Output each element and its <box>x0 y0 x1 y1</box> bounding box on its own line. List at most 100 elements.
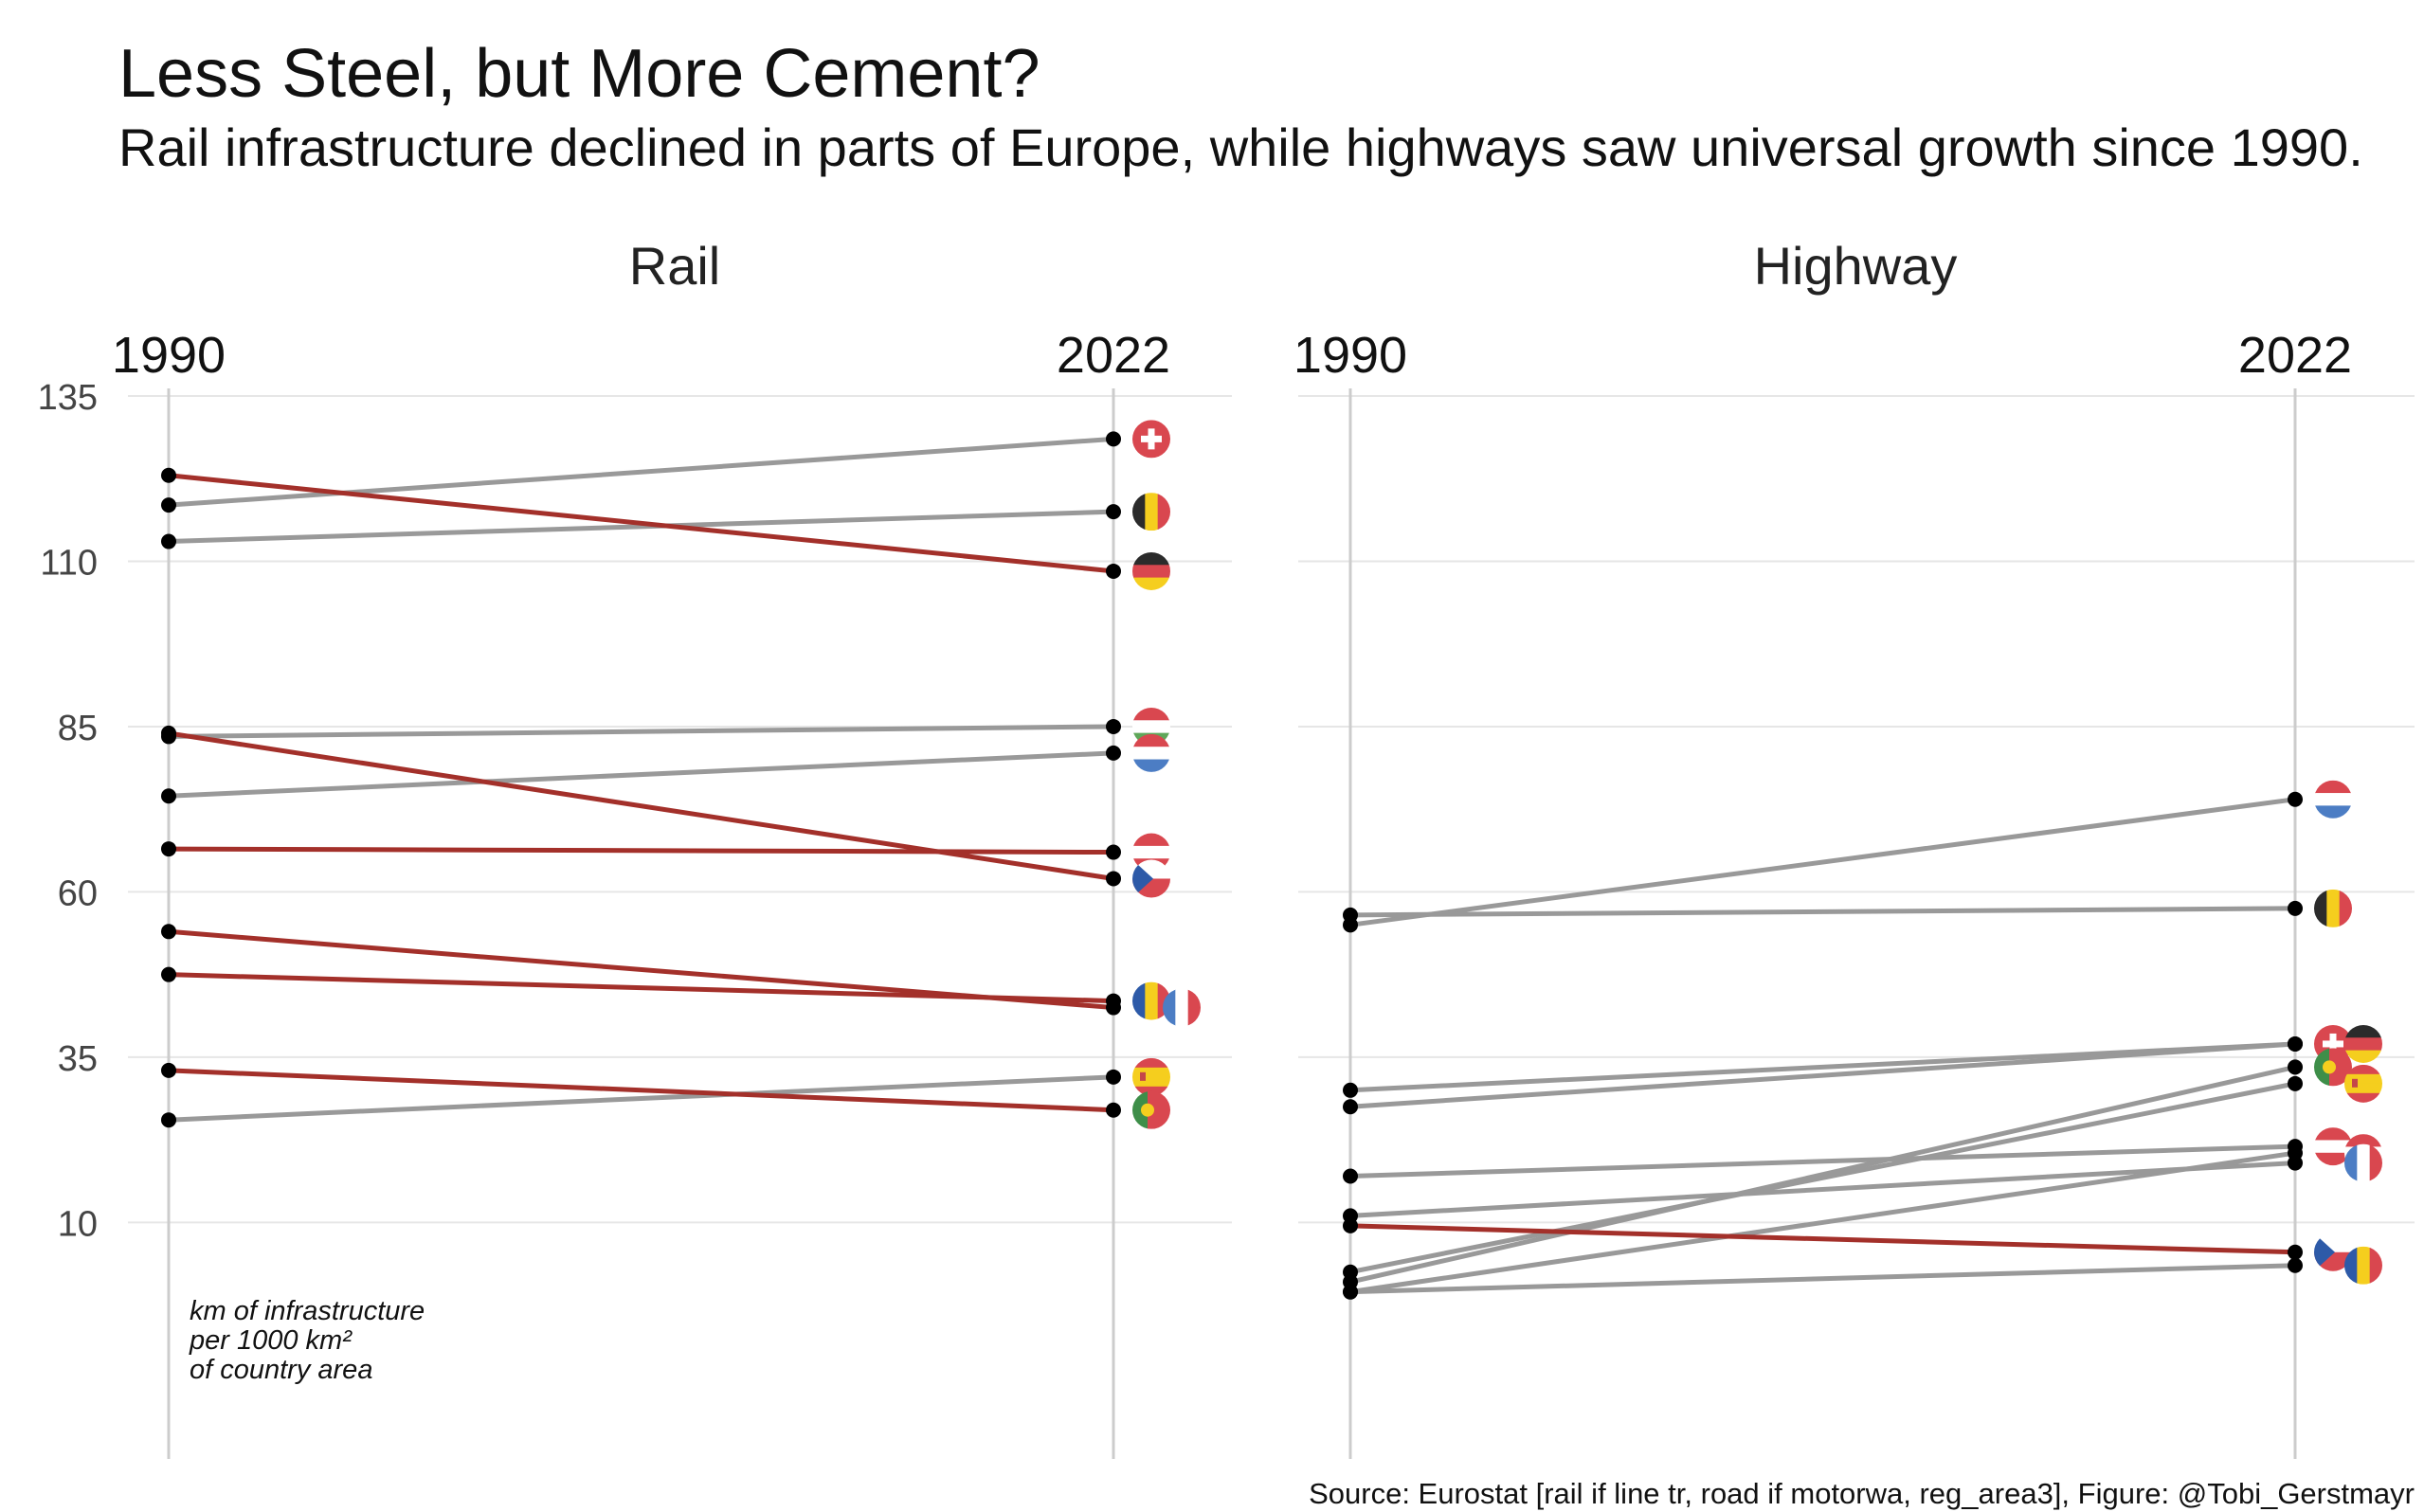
flag-stripe <box>2339 889 2352 927</box>
flag-stripe <box>2357 1143 2371 1182</box>
series-line-netherlands <box>1349 797 2296 927</box>
flag-stripe <box>1132 759 1170 772</box>
flag-stripe <box>2314 793 2352 806</box>
y-tick-label: 110 <box>40 543 98 583</box>
flag-stripe <box>1132 1057 1170 1069</box>
flag-stripe <box>2344 1064 2382 1075</box>
series-line-germany <box>168 473 1114 574</box>
series-line-portugal <box>1349 1064 2296 1285</box>
flag-stripe <box>1132 493 1146 531</box>
point-1990-belgium <box>1343 907 1358 923</box>
point-1990-czechia <box>1343 1217 1358 1233</box>
x-tick-label: 2022 <box>2238 327 2352 384</box>
point-2022-germany <box>2288 1035 2303 1052</box>
series-line-portugal <box>168 1068 1114 1113</box>
portugal-flag <box>1132 1090 1170 1129</box>
y-tick-label: 135 <box>38 378 98 418</box>
point-2022-czechia <box>2288 1244 2303 1260</box>
flag-stripe <box>1132 577 1170 590</box>
point-2022-netherlands <box>2288 791 2303 807</box>
france-flag <box>1163 988 1201 1027</box>
point-2022-belgium <box>2288 900 2303 916</box>
germany-flag <box>1132 551 1170 590</box>
flag-stripe <box>1132 1090 1148 1129</box>
spain-flag <box>1132 1057 1170 1096</box>
point-2022-netherlands <box>1106 745 1121 761</box>
series-line-hungary <box>1349 1150 2296 1295</box>
series-line-hungary <box>168 724 1114 739</box>
flag-stripe <box>2344 1083 2382 1094</box>
romania-flag <box>2344 1246 2382 1285</box>
france-flag <box>2344 1143 2382 1182</box>
axis-note-line: km of infrastructure <box>190 1296 425 1326</box>
point-1990-germany <box>161 467 176 483</box>
point-1990-austria <box>161 841 176 857</box>
point-1990-romania <box>161 966 176 982</box>
austria-flag <box>2314 1127 2352 1166</box>
series-line-austria <box>1349 1143 2296 1179</box>
switzerland-flag <box>1132 420 1170 459</box>
point-2022-france <box>2288 1155 2303 1171</box>
flag-triangle <box>2314 1233 2335 1271</box>
x-tick-label: 1990 <box>112 327 226 384</box>
axis-note-line: of country area <box>190 1355 372 1385</box>
point-2022-spain <box>2288 1075 2303 1091</box>
point-2022-switzerland <box>1106 431 1121 447</box>
flag-stripe <box>2344 1246 2358 1285</box>
series-line-france <box>168 928 1114 1011</box>
chart-subtitle: Rail infrastructure declined in parts of… <box>118 117 2363 177</box>
flag-stripe <box>2369 1143 2382 1182</box>
flag-stripe <box>2344 1092 2382 1103</box>
point-1990-czechia <box>161 725 176 741</box>
point-2022-czechia <box>1106 871 1121 887</box>
flag-stripe <box>1132 1076 1170 1088</box>
series-line-france <box>1349 1161 2296 1218</box>
series-line-czechia <box>168 730 1114 881</box>
flag-stripe <box>2314 1048 2329 1087</box>
flag-emblem <box>1140 1071 1146 1081</box>
series-line-switzerland <box>1349 1041 2296 1093</box>
series-line-austria <box>168 846 1114 855</box>
point-2022-belgium <box>1106 504 1121 520</box>
flag-stripe <box>2344 1037 2382 1052</box>
czechia-flag <box>1132 859 1170 898</box>
flag-stripe <box>1163 988 1176 1027</box>
series-line-czechia <box>1349 1223 2296 1255</box>
flag-stripe <box>1132 845 1170 859</box>
flag-stripe <box>2314 1140 2352 1154</box>
flag-stripe <box>1187 988 1201 1027</box>
flag-emblem <box>2323 1060 2336 1074</box>
point-2022-france <box>1106 999 1121 1016</box>
flag-stripe <box>2314 1127 2352 1141</box>
flag-stripe <box>2314 1152 2352 1166</box>
czechia-flag <box>2314 1233 2352 1271</box>
flag-stripe <box>1132 720 1170 734</box>
y-tick-label: 60 <box>58 873 98 913</box>
point-1990-spain <box>161 1112 176 1128</box>
flag-stripe <box>2369 1246 2382 1285</box>
series-line-belgium <box>1349 906 2296 918</box>
flag-stripe <box>2344 1024 2382 1038</box>
spain-flag <box>2344 1064 2382 1103</box>
flag-stripe <box>1145 981 1159 1020</box>
point-1990-austria <box>1343 1168 1358 1184</box>
point-1990-portugal <box>161 1062 176 1078</box>
point-1990-switzerland <box>1343 1082 1358 1098</box>
point-2022-austria <box>1106 844 1121 860</box>
axis-note-line: per 1000 km² <box>189 1325 353 1356</box>
point-1990-netherlands <box>161 788 176 804</box>
netherlands-flag <box>1132 733 1170 772</box>
flag-stripe <box>2357 1246 2371 1285</box>
flag-stripe <box>1132 833 1170 847</box>
series-line-belgium <box>168 509 1114 545</box>
point-2022-portugal <box>2288 1059 2303 1075</box>
series-line-switzerland <box>168 436 1114 508</box>
point-2022-germany <box>1106 563 1121 579</box>
y-tick-label: 85 <box>58 709 98 748</box>
flag-stripe <box>1132 1067 1170 1078</box>
point-1990-spain <box>1343 1264 1358 1280</box>
flag-emblem <box>1141 1103 1154 1117</box>
flag-stripe <box>2344 1143 2358 1182</box>
point-2022-romania <box>2288 1257 2303 1273</box>
series-line-netherlands <box>168 750 1114 799</box>
